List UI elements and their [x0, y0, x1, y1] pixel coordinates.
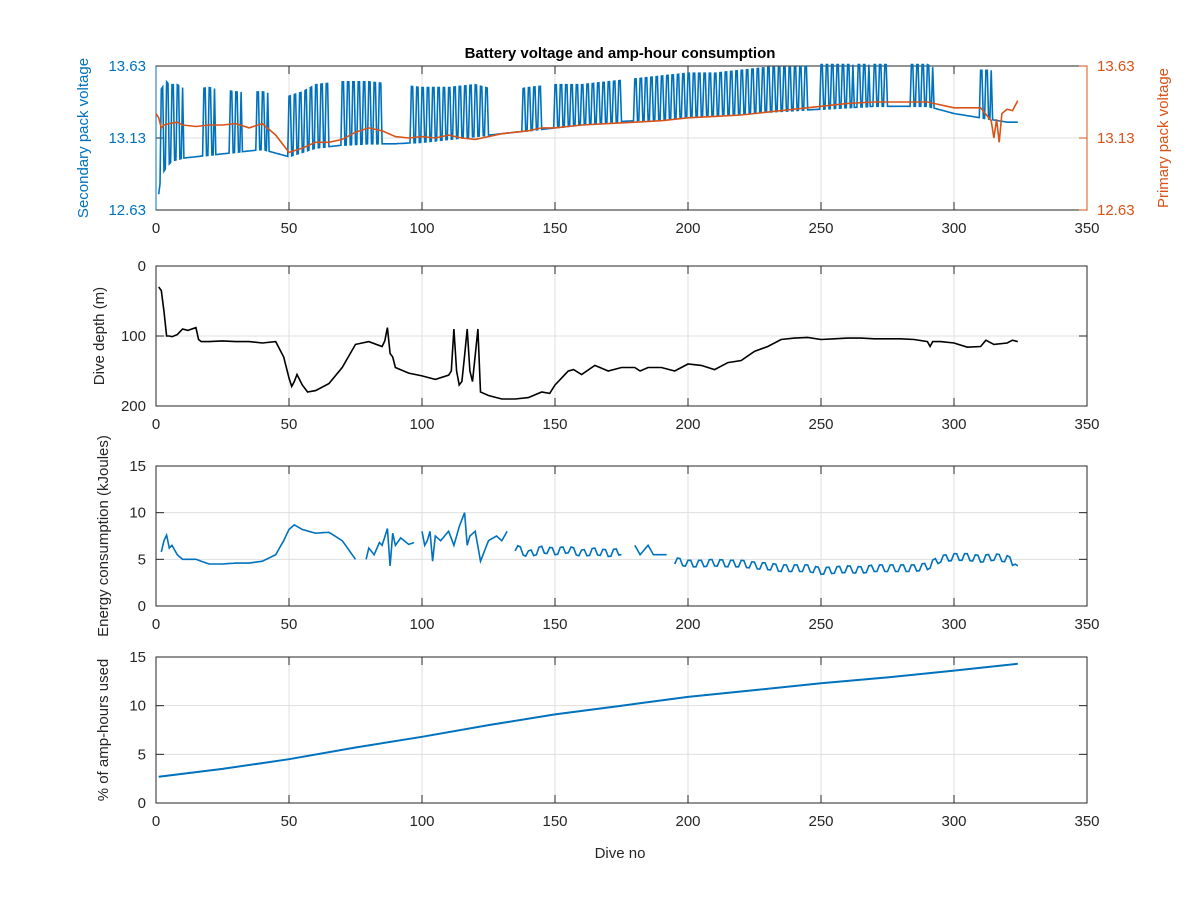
y-tick-label: 15	[129, 649, 146, 666]
x-tick-label: 250	[808, 813, 833, 830]
plot-frame	[155, 656, 1088, 804]
y-axis-label: Dive depth (m)	[91, 287, 108, 385]
y-tick-label: 5	[138, 551, 146, 568]
x-tick-label: 250	[808, 616, 833, 633]
x-tick-label: 100	[409, 220, 434, 237]
chart-title: Battery voltage and amp-hour consumption	[465, 45, 776, 62]
x-tick-label: 0	[152, 813, 160, 830]
x-tick-label: 50	[281, 220, 298, 237]
y-right-axis-label: Primary pack voltage	[1155, 68, 1172, 208]
y-tick-label: 10	[129, 505, 146, 522]
amphours-line	[158, 662, 1018, 778]
energy-line-segment	[421, 512, 508, 565]
x-tick-label: 150	[542, 813, 567, 830]
x-tick-label: 250	[808, 220, 833, 237]
x-tick-label: 150	[542, 616, 567, 633]
primary-voltage-line	[155, 100, 1019, 154]
x-tick-label: 50	[281, 416, 298, 433]
x-tick-label: 150	[542, 220, 567, 237]
x-tick-label: 150	[542, 416, 567, 433]
x-tick-label: 200	[675, 813, 700, 830]
x-tick-label: 250	[808, 416, 833, 433]
x-tick-label: 0	[152, 616, 160, 633]
x-tick-label: 0	[152, 416, 160, 433]
y-axis-label: % of amp-hours used	[95, 659, 112, 802]
x-tick-label: 100	[409, 416, 434, 433]
y-tick-label: 13.13	[108, 130, 146, 147]
voltage-panel: 0 50 100 150 200 250 300 35012.6313.1313.63Seco…	[75, 58, 1172, 237]
y-tick-label: 100	[121, 328, 146, 345]
x-tick-label: 200	[675, 220, 700, 237]
energy-line-segment	[365, 528, 415, 566]
y-tick-label: 13.63	[108, 58, 146, 75]
depth-line	[158, 286, 1019, 400]
secondary-voltage-line	[157, 63, 1018, 195]
y-tick-label: 200	[121, 398, 146, 415]
x-tick-label: 100	[409, 813, 434, 830]
energy-line-segment	[514, 544, 622, 558]
energy-line-segment	[673, 552, 1019, 576]
x-tick-label: 350	[1074, 220, 1099, 237]
x-tick-label: 50	[281, 616, 298, 633]
energy-line-segment	[634, 543, 667, 557]
x-tick-label: 0	[152, 220, 160, 237]
y-tick-label: 5	[138, 746, 146, 763]
x-tick-label: 200	[675, 616, 700, 633]
y-right-tick-label: 13.13	[1097, 130, 1135, 147]
y-right-tick-label: 12.63	[1097, 202, 1135, 219]
amphours-panel: 0 50 100 150 200 250 300 350 0 5 10 15 % of amp-hour…	[95, 649, 1100, 830]
x-tick-label: 200	[675, 416, 700, 433]
x-tick-label: 300	[941, 813, 966, 830]
x-tick-label: 350	[1074, 416, 1099, 433]
depth-panel: 0 50 100 150 200 250 300 350 0 100 200 Dive depth (…	[91, 258, 1100, 433]
energy-line-segment	[160, 523, 357, 565]
x-tick-label: 300	[941, 616, 966, 633]
y-tick-label: 10	[129, 698, 146, 715]
y-axis-label: Energy consumption (kJoules)	[95, 435, 112, 637]
y-tick-label: 0	[138, 258, 146, 275]
x-axis-label: Dive no	[595, 845, 646, 862]
x-tick-label: 100	[409, 616, 434, 633]
x-tick-label: 50	[281, 813, 298, 830]
x-tick-label: 350	[1074, 616, 1099, 633]
y-tick-label: 0	[138, 598, 146, 615]
y-right-tick-label: 13.63	[1097, 58, 1135, 75]
energy-panel: 0 50 100 150 200 250 300 350 0 5 10 15 Energy consum…	[95, 435, 1100, 637]
y-tick-label: 0	[138, 795, 146, 812]
x-tick-label: 350	[1074, 813, 1099, 830]
y-axis-label: Secondary pack voltage	[75, 58, 92, 218]
plot-frame	[155, 465, 1088, 607]
y-tick-label: 15	[129, 458, 146, 475]
y-tick-label: 12.63	[108, 202, 146, 219]
x-tick-label: 300	[941, 416, 966, 433]
x-tick-label: 300	[941, 220, 966, 237]
